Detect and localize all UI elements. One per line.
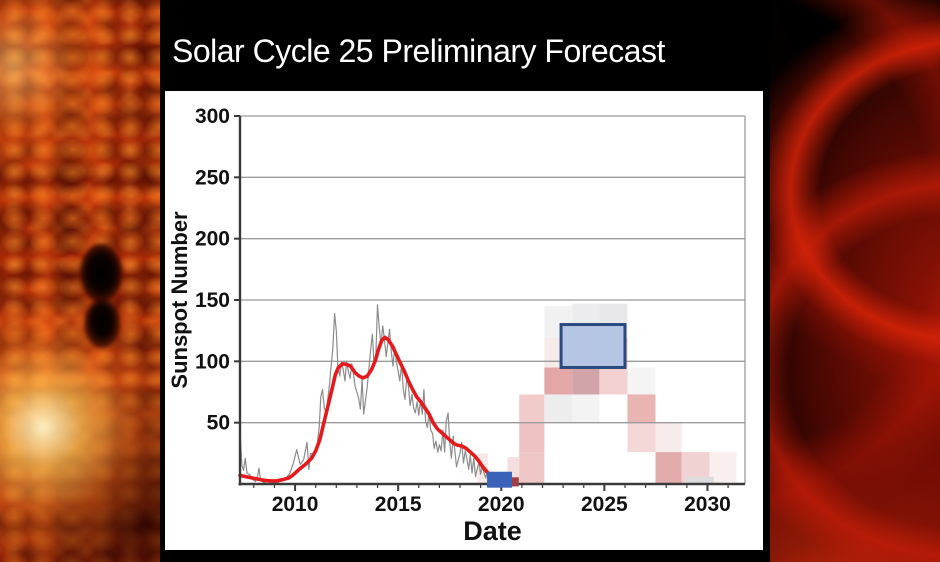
y-tick-label: 150	[195, 289, 230, 312]
forecast-cell	[655, 452, 682, 484]
chart-panel: 50 100 150 200 250 300 2010 2015 2020 2025 2030 Dat…	[165, 91, 763, 550]
forecast-range-box	[559, 323, 627, 369]
forecast-cell	[544, 367, 573, 395]
forecast-cell	[599, 367, 628, 395]
slide-title: Solar Cycle 25 Preliminary Forecast	[172, 33, 665, 69]
x-tick-label: 2030	[684, 493, 731, 516]
forecast-cell	[627, 394, 656, 423]
observed-bar	[487, 471, 512, 488]
forecast-cell	[519, 452, 545, 484]
y-tick-label: 100	[195, 350, 230, 373]
cycle-transition-marker	[511, 477, 519, 487]
forecast-cell	[519, 394, 545, 423]
smoothed-sunspot-number-path	[238, 335, 496, 483]
sunspot-upper-lobe	[80, 244, 122, 302]
forecast-cell	[544, 394, 573, 423]
y-tick-label: 50	[207, 412, 230, 435]
y-tick-label: 200	[195, 228, 230, 251]
sun-surface-image	[0, 0, 160, 562]
forecast-cell	[686, 476, 714, 484]
x-tick-label: 2020	[478, 493, 525, 516]
forecast-cell	[627, 367, 656, 395]
y-tick-label: 300	[195, 105, 230, 128]
sunspot-forecast-chart: 50 100 150 200 250 300 2010 2015 2020 2025 2030 Dat…	[167, 105, 746, 546]
forecast-cell	[519, 422, 545, 453]
forecast-cell	[572, 367, 600, 395]
forecast-cell	[655, 422, 682, 453]
y-axis-label: Sunspot Number	[167, 211, 192, 389]
monthly-sunspot-number-path	[239, 304, 499, 484]
sun-prominence-image	[770, 0, 940, 562]
x-tick-label: 2010	[272, 493, 319, 516]
forecast-cell	[627, 422, 656, 453]
sunspot-lower-lobe	[84, 300, 120, 348]
forecast-cell	[507, 457, 520, 484]
x-tick-label: 2015	[375, 493, 422, 516]
forecast-cell	[572, 394, 600, 423]
sunspot	[76, 242, 126, 354]
x-tick-label: 2025	[581, 493, 628, 516]
forecast-cell	[709, 452, 737, 484]
x-axis-label: Date	[463, 516, 522, 546]
y-tick-label: 250	[195, 166, 230, 189]
